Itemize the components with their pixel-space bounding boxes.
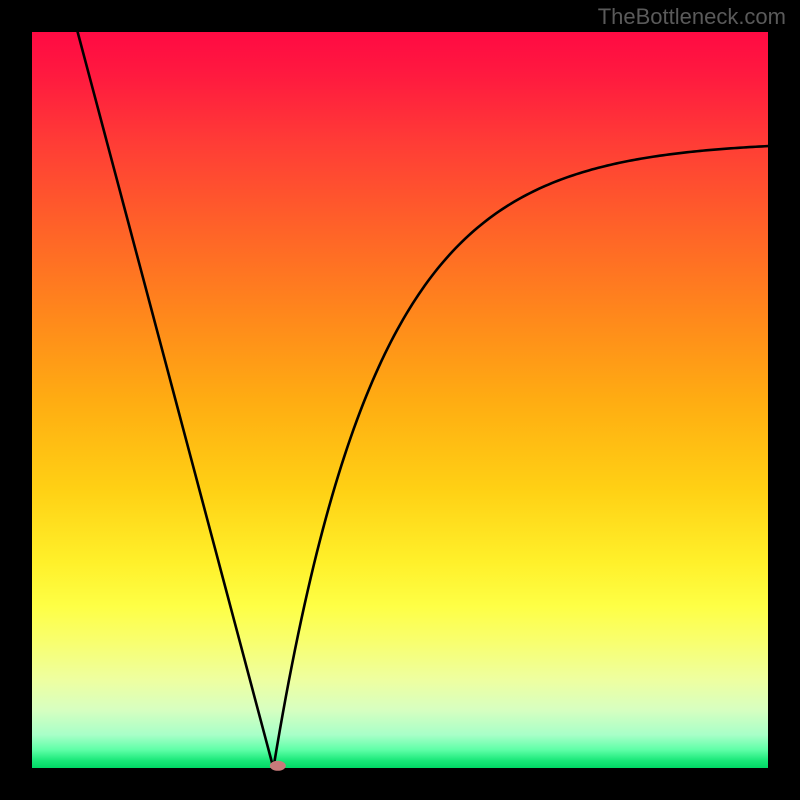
minimum-marker — [270, 761, 286, 771]
chart-background — [32, 32, 768, 768]
watermark-text: TheBottleneck.com — [598, 4, 786, 30]
bottleneck-curve-chart — [0, 0, 800, 800]
chart-container: TheBottleneck.com — [0, 0, 800, 800]
